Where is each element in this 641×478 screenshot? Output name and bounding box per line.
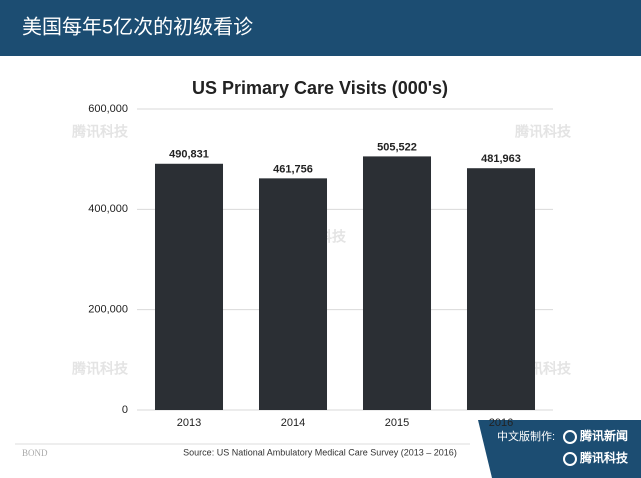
x-tick-label: 2013 bbox=[177, 417, 201, 429]
header-title: 美国每年5亿次的初级看诊 bbox=[22, 15, 253, 38]
data-label: 461,756 bbox=[273, 163, 313, 175]
credit-badge bbox=[478, 420, 641, 478]
x-tick-label: 2014 bbox=[281, 417, 305, 429]
data-label: 481,963 bbox=[481, 153, 521, 165]
chart-title: US Primary Care Visits (000's) bbox=[192, 78, 448, 98]
logo-text: 腾讯科技 bbox=[579, 450, 629, 465]
x-tick-label: 2015 bbox=[385, 417, 409, 429]
data-label: 490,831 bbox=[169, 149, 209, 161]
y-tick-label: 600,000 bbox=[88, 103, 128, 115]
header-bar bbox=[0, 0, 641, 56]
logo-icon bbox=[563, 452, 577, 466]
y-tick-label: 0 bbox=[122, 404, 128, 416]
bar bbox=[154, 163, 224, 410]
watermark: 腾讯科技 bbox=[72, 124, 129, 140]
bar bbox=[258, 178, 328, 410]
y-tick-label: 400,000 bbox=[88, 203, 128, 215]
bar bbox=[466, 168, 536, 410]
brand: BOND bbox=[22, 448, 48, 458]
logo-icon bbox=[563, 430, 577, 444]
data-label: 505,522 bbox=[377, 141, 417, 153]
bar bbox=[362, 156, 432, 410]
x-tick-label: 2016 bbox=[489, 417, 513, 429]
watermark: 腾讯科技 bbox=[72, 361, 129, 377]
logo-text: 腾讯新闻 bbox=[579, 428, 628, 443]
source: Source: US National Ambulatory Medical C… bbox=[183, 447, 457, 457]
watermark: 腾讯科技 bbox=[515, 124, 572, 140]
credit: 中文版制作: bbox=[497, 429, 555, 443]
y-tick-label: 200,000 bbox=[88, 304, 128, 316]
